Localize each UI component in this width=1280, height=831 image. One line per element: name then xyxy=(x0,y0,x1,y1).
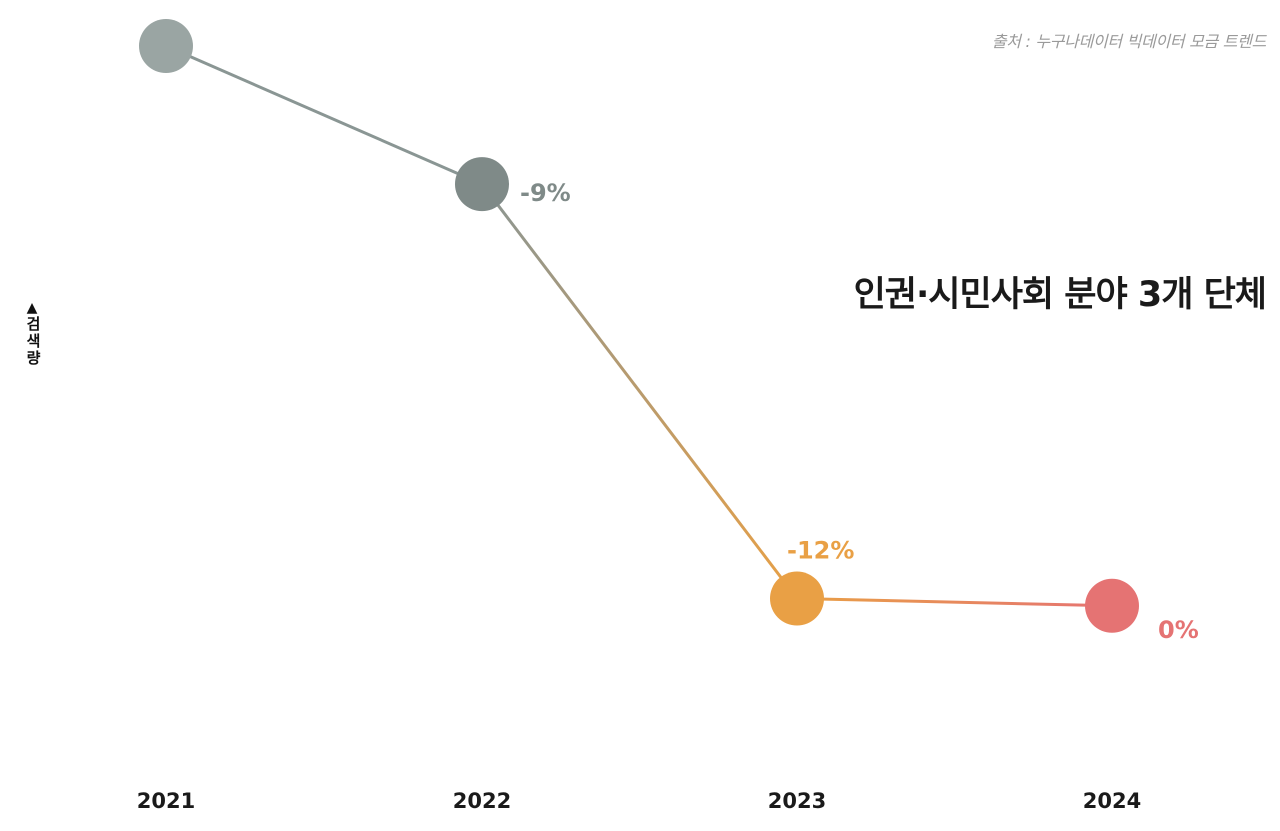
data-point-2022 xyxy=(455,157,509,212)
x-tick-label-2021: 2021 xyxy=(137,789,195,813)
data-point-2021 xyxy=(139,19,193,73)
source-note: 출처 : 누구나데이터 빅데이터 모금 트렌드 xyxy=(991,32,1266,51)
data-label-2023: -12% xyxy=(787,537,854,565)
chart-title: 인권·시민사회 분야 3개 단체 xyxy=(853,275,1267,315)
data-label-2024: 0% xyxy=(1158,616,1199,644)
data-point-2024 xyxy=(1085,578,1139,633)
x-tick-label-2024: 2024 xyxy=(1083,789,1141,813)
x-tick-label-2022: 2022 xyxy=(453,789,511,813)
y-axis-label: ▲ 검색량 xyxy=(22,300,42,373)
data-point-2023 xyxy=(770,571,824,626)
series-line-segment xyxy=(480,183,799,600)
series-line-segment xyxy=(796,597,1113,608)
y-axis-label-text: 검색량 xyxy=(24,316,42,367)
series-line-segment xyxy=(165,44,483,186)
data-label-2022: -9% xyxy=(520,179,571,207)
x-tick-label-2023: 2023 xyxy=(768,789,826,813)
up-arrow-icon: ▲ xyxy=(26,300,38,316)
